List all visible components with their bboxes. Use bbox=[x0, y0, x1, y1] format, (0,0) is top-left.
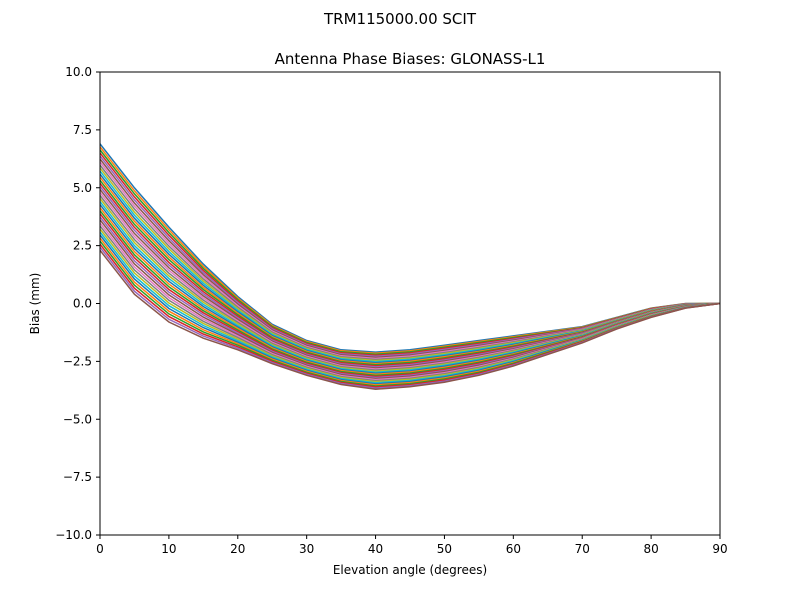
y-tick-label: 0.0 bbox=[73, 297, 92, 311]
series-layer bbox=[99, 143, 721, 390]
chart-title: Antenna Phase Biases: GLONASS-L1 bbox=[275, 50, 546, 68]
x-tick-label: 70 bbox=[575, 542, 590, 556]
series-line bbox=[99, 249, 721, 390]
y-tick-label: −7.5 bbox=[63, 470, 92, 484]
y-tick-label: −2.5 bbox=[63, 354, 92, 368]
y-tick-label: 10.0 bbox=[65, 65, 92, 79]
x-axis-label: Elevation angle (degrees) bbox=[333, 563, 487, 577]
y-axis: −10.0 −7.5 −5.0 −2.5 0.0 2.5 5.0 7.5 10.0 bbox=[55, 65, 100, 542]
figure-suptitle: TRM115000.00 SCIT bbox=[323, 10, 477, 28]
y-tick-label: 2.5 bbox=[73, 239, 92, 253]
x-tick-label: 60 bbox=[506, 542, 521, 556]
y-axis-label: Bias (mm) bbox=[28, 273, 42, 335]
x-tick-label: 80 bbox=[643, 542, 658, 556]
x-tick-label: 10 bbox=[161, 542, 176, 556]
x-tick-label: 40 bbox=[368, 542, 383, 556]
x-tick-label: 20 bbox=[230, 542, 245, 556]
x-axis: 0 10 20 30 40 50 60 70 80 90 bbox=[96, 535, 728, 556]
x-tick-label: 90 bbox=[712, 542, 727, 556]
y-tick-label: −10.0 bbox=[55, 528, 92, 542]
x-tick-label: 0 bbox=[96, 542, 104, 556]
x-tick-label: 30 bbox=[299, 542, 314, 556]
y-tick-label: 5.0 bbox=[73, 181, 92, 195]
x-tick-label: 50 bbox=[437, 542, 452, 556]
series-line bbox=[99, 179, 721, 366]
y-tick-label: 7.5 bbox=[73, 123, 92, 137]
y-tick-label: −5.0 bbox=[63, 412, 92, 426]
